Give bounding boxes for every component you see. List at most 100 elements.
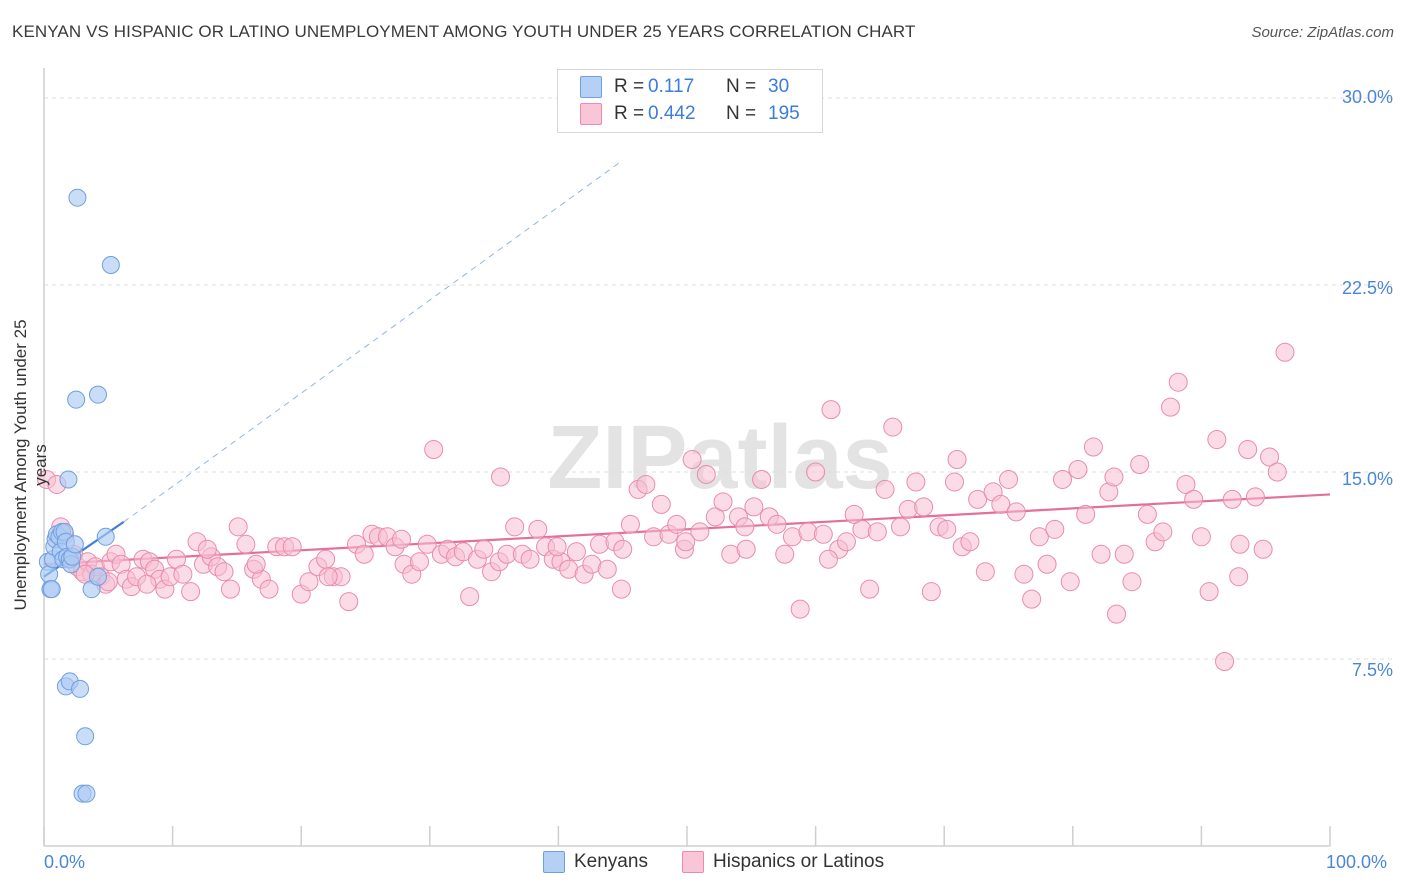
hispanic-point bbox=[875, 479, 895, 499]
hispanic-point bbox=[991, 494, 1011, 514]
hispanic-point bbox=[228, 517, 248, 537]
hispanic-point bbox=[220, 579, 240, 599]
hispanic-point bbox=[1122, 572, 1142, 592]
kenyan-point bbox=[89, 385, 108, 404]
hispanic-point bbox=[736, 539, 756, 559]
hispanic-point bbox=[890, 517, 910, 537]
hispanic-point bbox=[968, 489, 988, 509]
hispanic-point bbox=[318, 567, 338, 587]
hispanic-point bbox=[173, 564, 193, 584]
legend-n-value: 195 bbox=[768, 103, 800, 124]
hispanic-point bbox=[1022, 589, 1042, 609]
hispanic-point bbox=[339, 592, 359, 612]
hispanic-point bbox=[696, 464, 716, 484]
hispanic-point bbox=[1207, 430, 1227, 450]
legend-item-kenyans[interactable]: Kenyans bbox=[543, 851, 648, 873]
kenyan-point bbox=[89, 567, 108, 586]
hispanic-point bbox=[883, 417, 903, 437]
hispanic-point bbox=[975, 562, 995, 582]
hispanic-point bbox=[520, 549, 540, 569]
hispanic-point bbox=[1191, 527, 1211, 547]
hispanic-point bbox=[1053, 469, 1073, 489]
hispanic-point bbox=[299, 572, 319, 592]
hispanic-point bbox=[1230, 534, 1250, 554]
hispanic-point bbox=[867, 522, 887, 542]
hispanic-point bbox=[246, 554, 266, 574]
legend-r-label: R = bbox=[614, 103, 645, 124]
x-tick-label-max: 100.0% bbox=[1326, 852, 1388, 872]
hispanic-point bbox=[1260, 447, 1280, 467]
hispanic-point bbox=[1076, 504, 1096, 524]
y-tick-label: 22.5% bbox=[1341, 278, 1393, 298]
hispanic-point bbox=[1137, 504, 1157, 524]
kenyan-point bbox=[71, 679, 90, 698]
y-tick-label: 7.5% bbox=[1351, 660, 1393, 680]
hispanic-point bbox=[818, 549, 838, 569]
hispanic-point bbox=[1045, 519, 1065, 539]
hispanic-point bbox=[752, 469, 772, 489]
hispanic-point bbox=[999, 469, 1018, 489]
hispanic-point bbox=[1238, 440, 1258, 460]
hispanic-point bbox=[1091, 544, 1111, 564]
hispanic-point bbox=[860, 579, 880, 599]
hispanic-point bbox=[921, 582, 941, 602]
y-tick-label: 15.0% bbox=[1341, 469, 1393, 489]
legend-label-hispanic: Hispanics or Latinos bbox=[713, 851, 885, 872]
hispanic-point bbox=[705, 507, 725, 527]
hispanic-point bbox=[1168, 372, 1188, 392]
hispanic-point bbox=[1006, 502, 1026, 522]
kenyan-point bbox=[76, 727, 95, 746]
hispanic-point bbox=[181, 582, 201, 602]
hispanic-point bbox=[197, 539, 217, 559]
hispanic-point bbox=[1245, 487, 1265, 507]
legend-n-value: 30 bbox=[768, 76, 790, 97]
hispanic-point bbox=[620, 514, 640, 534]
legend-r-value: 0.442 bbox=[648, 103, 696, 124]
hispanic-point bbox=[1215, 651, 1235, 671]
hispanic-point bbox=[1199, 582, 1219, 602]
trend-lines bbox=[43, 159, 1331, 578]
hispanic-point bbox=[1184, 489, 1204, 509]
hispanic-point bbox=[667, 514, 687, 534]
hispanic-point bbox=[914, 497, 934, 517]
kenyan-point bbox=[42, 580, 61, 599]
hispanic-point bbox=[597, 559, 617, 579]
legend-item-hispanic[interactable]: Hispanics or Latinos bbox=[682, 851, 884, 873]
watermark-text: ZIPatlas bbox=[547, 408, 892, 508]
legend-n-label: N = bbox=[726, 103, 757, 124]
hispanic-point bbox=[1161, 397, 1181, 417]
stats-legend: R = 0.117 N = 30 R = 0.442 N = 195 bbox=[557, 69, 823, 133]
kenyan-point bbox=[65, 535, 84, 554]
hispanic-point bbox=[836, 532, 856, 552]
hispanic-point bbox=[417, 534, 437, 554]
hispanic-point bbox=[813, 524, 833, 544]
hispanic-point bbox=[1083, 437, 1103, 457]
hispanic-point bbox=[690, 522, 710, 542]
legend-r-value: 0.117 bbox=[648, 76, 695, 97]
kenyan-point bbox=[68, 188, 87, 207]
hispanic-point bbox=[214, 562, 234, 582]
hispanic-point bbox=[1037, 554, 1057, 574]
kenyan-points bbox=[38, 188, 120, 803]
hispanic-point bbox=[682, 450, 702, 470]
hispanic-point bbox=[474, 539, 494, 559]
hispanic-point bbox=[460, 587, 480, 607]
chart-title: KENYAN VS HISPANIC OR LATINO UNEMPLOYMEN… bbox=[12, 22, 916, 41]
hispanic-point bbox=[505, 517, 525, 537]
legend-n-label: N = bbox=[726, 76, 757, 97]
hispanic-point bbox=[547, 537, 567, 557]
hispanic-points bbox=[37, 342, 1295, 671]
hispanic-trend-line bbox=[43, 493, 1331, 566]
hispanic-point bbox=[137, 574, 157, 594]
hispanic-point bbox=[651, 494, 671, 514]
kenyan-point bbox=[67, 390, 86, 409]
hispanic-point bbox=[1104, 467, 1124, 487]
hispanic-point bbox=[713, 492, 733, 512]
hispanic-point bbox=[354, 544, 374, 564]
hispanic-point bbox=[1068, 459, 1088, 479]
hispanic-point bbox=[1114, 544, 1134, 564]
hispanic-point bbox=[906, 472, 926, 492]
kenyan-point bbox=[96, 527, 115, 546]
kenyan-point bbox=[77, 784, 96, 803]
hispanic-point bbox=[821, 400, 841, 420]
